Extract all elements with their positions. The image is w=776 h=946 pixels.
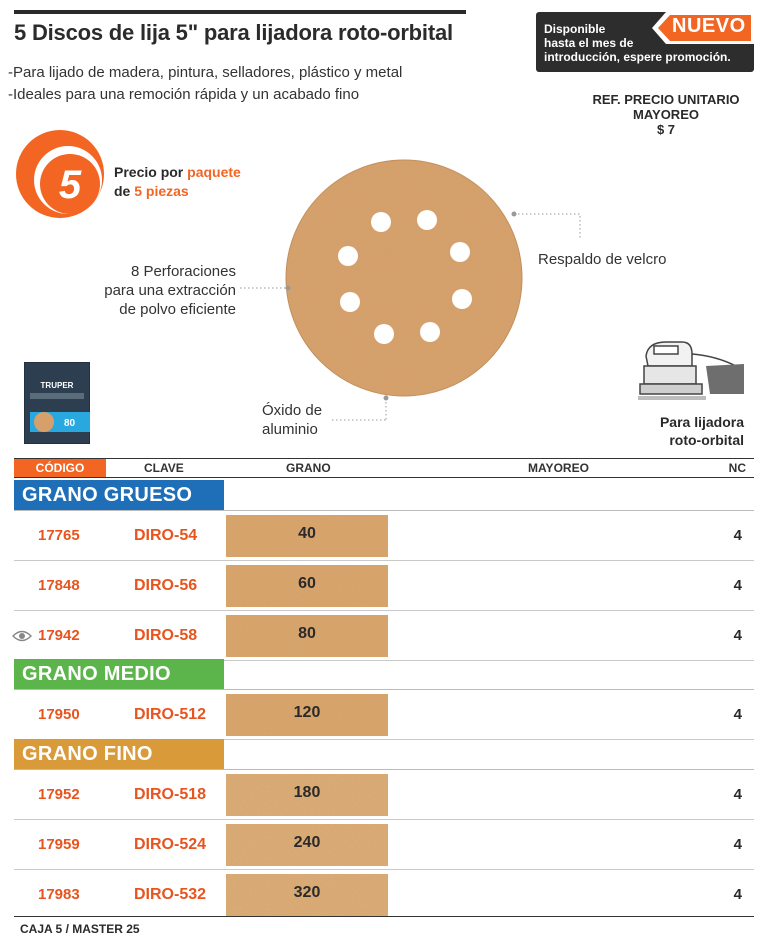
column-header-clave: CLAVE <box>144 461 184 475</box>
promo-text: Disponible hasta el mes de introducción,… <box>544 22 731 64</box>
nuevo-badge-label: NUEVO <box>672 15 746 37</box>
section-grano-fino: GRANO FINO <box>14 739 224 769</box>
cell-grano: 120 <box>293 704 321 721</box>
grain-swatch <box>226 824 388 866</box>
grain-swatch <box>226 615 388 657</box>
cell-clave: DIRO-56 <box>134 577 198 594</box>
pack-label-c: de <box>114 183 135 199</box>
cell-codigo: 17983 <box>38 886 80 903</box>
table-row: 17950 DIRO-512 120 4 <box>14 690 754 740</box>
table-row: 17848 DIRO-56 60 4 <box>14 561 754 611</box>
footer-packaging: CAJA 5 / MASTER 25 <box>20 922 140 936</box>
cell-clave: DIRO-58 <box>134 627 198 644</box>
nuevo-badge-shape <box>652 12 754 44</box>
pack-label-b: paquete <box>187 164 241 180</box>
cell-grano: 180 <box>293 784 321 801</box>
table-header: CÓDIGO CLAVE GRANO MAYOREO NC <box>14 458 754 478</box>
ref-price-line-2: MAYOREO <box>633 107 699 122</box>
callout-perf-line-1: 8 Perforaciones <box>130 263 236 280</box>
cell-nc: 4 <box>733 836 742 853</box>
cell-nc: 4 <box>733 786 742 803</box>
cell-clave: DIRO-532 <box>134 886 207 903</box>
cell-nc: 4 <box>733 627 742 644</box>
cell-grano: 320 <box>293 884 321 901</box>
sanding-disc-image <box>285 159 523 397</box>
section-grano-medio: GRANO MEDIO <box>14 659 224 689</box>
product-package-image: TRUPER 80 <box>24 362 90 444</box>
cell-nc: 4 <box>733 527 742 544</box>
footer-rule <box>14 916 754 917</box>
section-divider <box>14 689 754 690</box>
product-grit: 80 <box>64 418 76 429</box>
cell-grano: 40 <box>298 525 316 542</box>
pack-price-label: Precio por paquete de 5 piezas <box>114 163 241 201</box>
ref-price-value: $ 7 <box>656 122 676 137</box>
grain-swatch <box>226 694 388 736</box>
sander-caption-line-1: Para lijadora <box>659 414 744 430</box>
cell-clave: DIRO-524 <box>134 836 207 853</box>
title-rule <box>14 10 466 14</box>
callout-velcro: Respaldo de velcro <box>538 251 667 268</box>
cell-codigo: 17942 <box>38 627 80 644</box>
feature-bullet-2: -Ideales para una remoción rápida y un a… <box>8 86 360 103</box>
cell-clave: DIRO-512 <box>134 706 207 723</box>
product-brand: TRUPER <box>41 381 74 390</box>
cell-nc: 4 <box>733 886 742 903</box>
cell-clave: DIRO-518 <box>134 786 207 803</box>
promo-line-3: introducción, espere promoción. <box>544 50 731 64</box>
ref-price-line-1: REF. PRECIO UNITARIO <box>592 92 740 107</box>
callout-perforaciones: 8 Perforaciones para una extracción de p… <box>80 262 236 319</box>
table-row: 17942 DIRO-58 80 4 <box>12 611 754 661</box>
table-row: 17959 DIRO-524 240 4 <box>14 820 754 870</box>
sander-caption-line-2: roto-orbital <box>669 432 744 448</box>
cell-codigo: 17765 <box>38 527 80 544</box>
table-row: 17952 DIRO-518 180 4 <box>14 770 754 820</box>
callout-perf-line-2: para una extracción <box>104 282 236 299</box>
page-title: 5 Discos de lija 5" para lijadora roto-o… <box>14 20 453 45</box>
cell-clave: DIRO-54 <box>134 527 198 544</box>
promo-line-2: hasta el mes de <box>544 36 634 50</box>
cell-grano: 80 <box>298 625 316 642</box>
section-divider <box>14 769 754 770</box>
feature-bullet-1: -Para lijado de madera, pintura, sellado… <box>8 64 403 81</box>
eye-icon[interactable] <box>12 630 32 642</box>
table-row: 17983 DIRO-532 320 4 <box>14 870 754 920</box>
cell-nc: 4 <box>733 706 742 723</box>
grain-swatch <box>226 874 388 916</box>
column-header-codigo: CÓDIGO <box>14 459 106 477</box>
section-grano-grueso: GRANO GRUESO <box>14 480 224 510</box>
pack-count-badge: 5 <box>16 130 104 218</box>
grain-swatch <box>226 515 388 557</box>
cell-nc: 4 <box>733 577 742 594</box>
cell-codigo: 17959 <box>38 836 80 853</box>
promo-line-1: Disponible <box>544 22 606 36</box>
cell-codigo: 17950 <box>38 706 80 723</box>
callout-oxido-line-1: Óxido de <box>262 402 323 419</box>
pack-count-number: 5 <box>59 163 82 207</box>
grain-swatch <box>226 774 388 816</box>
pack-label-d: 5 piezas <box>134 183 189 199</box>
sander-caption: Para lijadora roto-orbital <box>616 413 744 449</box>
cell-grano: 60 <box>298 575 316 592</box>
ref-price: REF. PRECIO UNITARIO MAYOREO $ 7 <box>580 92 752 137</box>
cell-codigo: 17952 <box>38 786 80 803</box>
column-header-grano: GRANO <box>286 461 331 475</box>
pack-label-a: Precio por <box>114 164 188 180</box>
column-header-nc: NC <box>728 461 746 475</box>
column-header-mayoreo: MAYOREO <box>528 461 589 475</box>
callout-oxido-line-2: aluminio <box>262 421 318 438</box>
cell-codigo: 17848 <box>38 577 80 594</box>
table-row: 17765 DIRO-54 40 4 <box>14 511 754 561</box>
callout-oxido: Óxido de aluminio <box>262 401 322 439</box>
grain-swatch <box>226 565 388 607</box>
section-divider <box>14 510 754 511</box>
orbital-sander-icon <box>638 341 744 400</box>
callout-perf-line-3: de polvo eficiente <box>119 301 236 318</box>
cell-grano: 240 <box>293 834 321 851</box>
